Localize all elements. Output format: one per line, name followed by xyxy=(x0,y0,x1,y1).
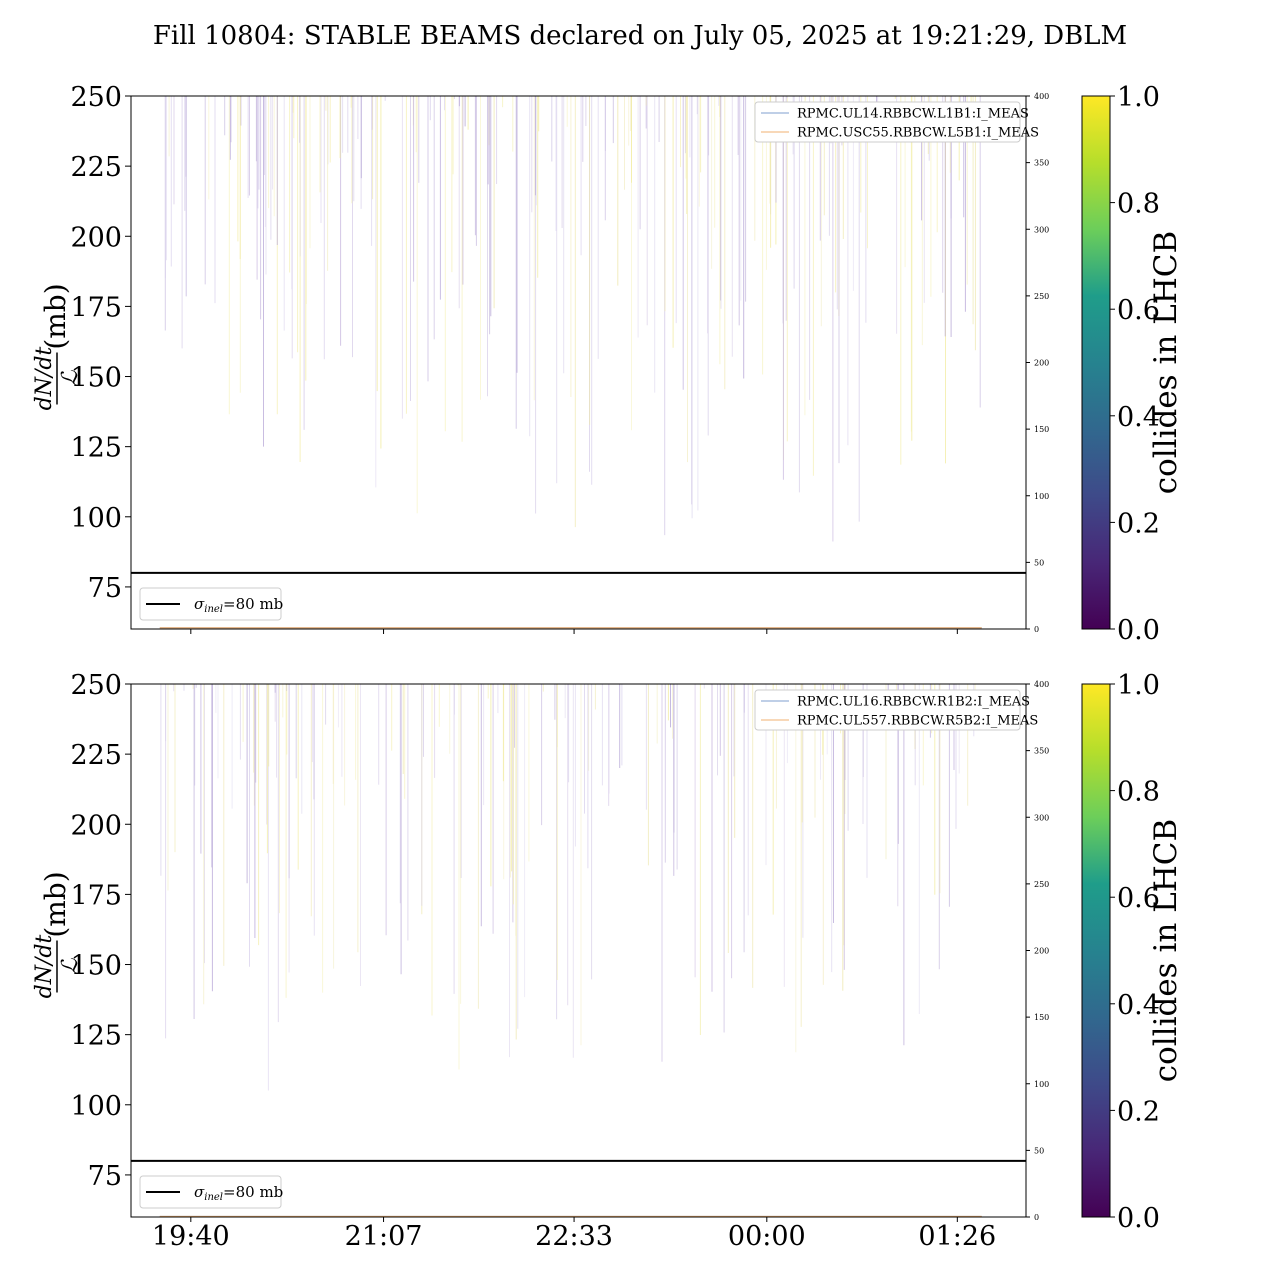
colorbar-tick-label: 0.4 xyxy=(1117,990,1160,1021)
y2-tick-label: 100 xyxy=(1034,1080,1049,1089)
y2-tick-label: 50 xyxy=(1034,558,1044,567)
threshold-legend: σinel=80 mb xyxy=(139,1175,283,1209)
y-axis-label: dN/dt ℒ (mb) xyxy=(32,283,83,410)
colorbar-label: collides in LHCB xyxy=(1148,231,1184,495)
y2-tick-label: 200 xyxy=(1034,947,1049,956)
y-tick-label: 150 xyxy=(70,951,122,982)
y-tick-label: 200 xyxy=(70,222,122,253)
colorbar-tick-label: 0.8 xyxy=(1117,777,1160,808)
colorbar-tick-label: 0.2 xyxy=(1117,508,1160,539)
legend-box xyxy=(139,587,282,621)
y-tick-label: 100 xyxy=(70,503,122,534)
y2-tick-label: 400 xyxy=(1034,92,1049,101)
y-tick-label: 75 xyxy=(88,1161,122,1192)
colorbar: 0.0 0.2 0.4 0.6 0.8 1.0 collides in LHCB xyxy=(1081,82,1184,646)
y2-tick-label: 0 xyxy=(1034,1213,1039,1222)
threshold-legend-label: σinel=80 mb xyxy=(194,595,283,615)
x-tick-label: 01:26 xyxy=(918,1221,996,1252)
y-label-numerator: dN/dt xyxy=(32,347,57,411)
colorbar-tick-label: 0.0 xyxy=(1117,1203,1160,1234)
threshold-subscript: inel xyxy=(204,1192,223,1203)
y2-tick-label: 200 xyxy=(1034,359,1049,368)
legend-box xyxy=(754,689,1021,731)
y-label-unit: (mb) xyxy=(39,283,72,349)
series-legend: RPMC.UL16.RBBCW.R1B2:I_MEAS RPMC.UL557.RB… xyxy=(754,689,1038,731)
chart-panel-bottom: 75 100 125 150 175 200 225 250 0 50 100 150 200 250 30… xyxy=(32,670,1184,1252)
y-tick-label: 150 xyxy=(70,363,122,394)
y2-tick-label: 50 xyxy=(1034,1146,1044,1155)
y-tick-label: 225 xyxy=(70,152,122,183)
threshold-symbol: σ xyxy=(194,595,205,613)
y2-tick-label: 250 xyxy=(1034,292,1049,301)
y-label-unit: (mb) xyxy=(39,871,72,937)
legend-entry: RPMC.UL14.RBBCW.L1B1:I_MEAS xyxy=(797,107,1029,122)
colorbar-tick-label: 0.0 xyxy=(1117,615,1160,646)
y2-tick-label: 300 xyxy=(1034,813,1049,822)
y-label-denominator: ℒ xyxy=(58,957,83,974)
y2-tick-label: 250 xyxy=(1034,880,1049,889)
threshold-value: =80 mb xyxy=(223,595,283,613)
colorbar-tick-label: 0.2 xyxy=(1117,1096,1160,1127)
y-tick-label: 250 xyxy=(70,82,122,113)
colorbar-label: collides in LHCB xyxy=(1148,819,1184,1083)
spike-group xyxy=(160,684,976,1091)
y-tick-label: 125 xyxy=(70,433,122,464)
y2-tick-label: 400 xyxy=(1034,680,1049,689)
legend-box xyxy=(754,101,1021,143)
threshold-symbol: σ xyxy=(194,1183,205,1201)
y2-tick-label: 150 xyxy=(1034,1013,1049,1022)
legend-entry: RPMC.UL557.RBBCW.R5B2:I_MEAS xyxy=(797,714,1038,729)
x-tick-label: 21:07 xyxy=(345,1221,423,1252)
y-tick-label: 100 xyxy=(70,1091,122,1122)
y-tick-label: 125 xyxy=(70,1021,122,1052)
colorbar-tick-label: 0.6 xyxy=(1117,295,1160,326)
colorbar-tick-label: 1.0 xyxy=(1117,670,1160,701)
legend-entry: RPMC.UL16.RBBCW.R1B2:I_MEAS xyxy=(797,695,1030,710)
y-axis-label: dN/dt ℒ (mb) xyxy=(32,871,83,998)
colorbar-gradient xyxy=(1081,95,1111,630)
y-tick-label: 75 xyxy=(88,573,122,604)
y2-tick-label: 100 xyxy=(1034,492,1049,501)
legend-entry: RPMC.USC55.RBBCW.L5B1:I_MEAS xyxy=(797,126,1039,141)
y-tick-label: 175 xyxy=(70,292,122,323)
y-label-numerator: dN/dt xyxy=(32,935,57,999)
x-tick-label: 00:00 xyxy=(728,1221,806,1252)
colorbar-tick-label: 0.4 xyxy=(1117,402,1160,433)
y2-tick-label: 150 xyxy=(1034,425,1049,434)
colorbar-tick-label: 1.0 xyxy=(1117,82,1160,113)
x-tick-label: 19:40 xyxy=(152,1221,230,1252)
y2-tick-label: 350 xyxy=(1034,159,1049,168)
threshold-subscript: inel xyxy=(204,604,223,615)
x-tick-label: 22:33 xyxy=(535,1221,613,1252)
threshold-legend: σinel=80 mb xyxy=(139,587,283,621)
threshold-legend-label: σinel=80 mb xyxy=(194,1183,283,1203)
legend-box xyxy=(139,1175,282,1209)
colorbar-tick-label: 0.8 xyxy=(1117,189,1160,220)
series-legend: RPMC.UL14.RBBCW.L1B1:I_MEAS RPMC.USC55.RB… xyxy=(754,101,1039,143)
y-label-denominator: ℒ xyxy=(58,369,83,386)
colorbar: 0.0 0.2 0.4 0.6 0.8 1.0 collides in LHCB xyxy=(1081,670,1184,1234)
y-tick-label: 225 xyxy=(70,740,122,771)
y2-tick-label: 0 xyxy=(1034,625,1039,634)
spike-group xyxy=(164,96,981,542)
y-tick-label: 250 xyxy=(70,670,122,701)
threshold-value: =80 mb xyxy=(223,1183,283,1201)
y2-tick-label: 350 xyxy=(1034,747,1049,756)
y-tick-label: 200 xyxy=(70,810,122,841)
chart-panel-top: 75 100 125 150 175 200 225 250 0 50 100 150 200 250 30… xyxy=(32,82,1184,646)
y2-tick-label: 300 xyxy=(1034,225,1049,234)
figure-title: Fill 10804: STABLE BEAMS declared on Jul… xyxy=(153,21,1127,51)
plot-frame xyxy=(130,683,1027,1218)
colorbar-tick-label: 0.6 xyxy=(1117,883,1160,914)
y-tick-label: 175 xyxy=(70,880,122,911)
colorbar-gradient xyxy=(1081,683,1111,1218)
